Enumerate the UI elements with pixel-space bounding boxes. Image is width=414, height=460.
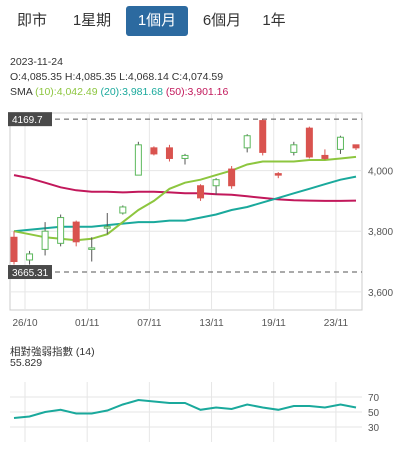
rsi-y-tick-label: 50 <box>368 408 380 419</box>
candle-up <box>336 136 344 150</box>
hi-marker-box <box>8 112 52 127</box>
x-tick-label: 01/11 <box>75 318 100 329</box>
x-tick-label: 23/11 <box>324 318 349 329</box>
sma-label: SMA <box>10 86 33 98</box>
price-grid <box>9 112 363 311</box>
sma-50-value: (50):3,901.16 <box>165 86 229 98</box>
candle-up <box>212 179 220 187</box>
candle-down <box>228 168 236 187</box>
candle-up <box>181 154 189 159</box>
x-tick-label: 13/11 <box>199 318 224 329</box>
candle-down <box>72 221 80 243</box>
rsi-axis: 30 50 70 <box>368 393 380 434</box>
ohlc-values: O:4,085.35 H:4,085.35 L:4,068.14 C:4,074… <box>10 71 224 83</box>
candle-up <box>88 247 96 250</box>
rsi-y-tick-label: 30 <box>368 423 380 434</box>
candle-up <box>57 217 65 244</box>
candle-down <box>165 147 173 159</box>
price-axis: 26/10 01/11 07/11 13/11 19/11 23/11 3,600 3,800… <box>12 167 393 329</box>
candles <box>10 119 360 265</box>
x-tick-label: 19/11 <box>262 318 287 329</box>
tab-realtime[interactable]: 即市 <box>16 12 47 29</box>
candle-up <box>243 135 251 149</box>
sma-lines <box>13 155 357 242</box>
timeframe-tabs: 即市 1星期 1個月 6個月 1年 <box>0 6 414 36</box>
candle-down <box>259 120 267 153</box>
tab-6-months[interactable]: 6個月 <box>202 12 242 29</box>
rsi-chart[interactable]: 30 50 70 <box>0 370 414 460</box>
candle-down <box>352 144 360 149</box>
candle-up <box>119 206 127 214</box>
candle-up <box>26 253 34 261</box>
plot-border <box>9 112 363 311</box>
lo-marker-box <box>8 265 52 280</box>
y-tick-label: 4,000 <box>368 167 393 178</box>
candle-down <box>274 173 282 176</box>
rsi-line <box>13 398 357 419</box>
candle-down <box>305 127 313 158</box>
y-tick-label: 3,600 <box>368 288 393 299</box>
hi-marker-label: 4169.7 <box>12 115 43 126</box>
rsi-series-line <box>13 398 357 419</box>
tab-1-year[interactable]: 1年 <box>262 12 286 29</box>
candle-up <box>290 144 298 153</box>
tab-1-month[interactable]: 1個月 <box>126 6 188 36</box>
rsi-y-tick-label: 70 <box>368 393 380 404</box>
sma-20-line <box>13 175 357 233</box>
rsi-title: 相對強弱指數 (14) <box>10 346 95 358</box>
sma-10-line <box>13 155 357 242</box>
y-tick-label: 3,800 <box>368 227 393 238</box>
sma-legend: SMA (10):4,042.49 (20):3,981.68 (50):3,9… <box>10 86 228 98</box>
sma-50-line <box>13 174 357 202</box>
x-tick-label: 07/11 <box>137 318 162 329</box>
candle-up <box>103 226 111 229</box>
candle-up <box>41 230 49 250</box>
candle-down <box>150 147 158 155</box>
candle-down <box>10 236 18 263</box>
sma-10-value: (10):4,042.49 <box>35 86 98 98</box>
hi-lo-markers: 4169.7 3665.31 <box>8 112 362 280</box>
candle-up <box>134 144 142 176</box>
rsi-value: 55.829 <box>10 357 43 369</box>
lo-marker-label: 3665.31 <box>12 268 49 279</box>
x-tick-label: 26/10 <box>12 318 37 329</box>
rsi-grid <box>10 382 362 442</box>
ohlc-date: 2023-11-24 <box>10 56 63 68</box>
tab-1-week[interactable]: 1星期 <box>72 12 112 29</box>
sma-20-value: (20):3,981.68 <box>100 86 163 98</box>
candle-down <box>321 154 329 159</box>
candle-down <box>197 185 205 199</box>
